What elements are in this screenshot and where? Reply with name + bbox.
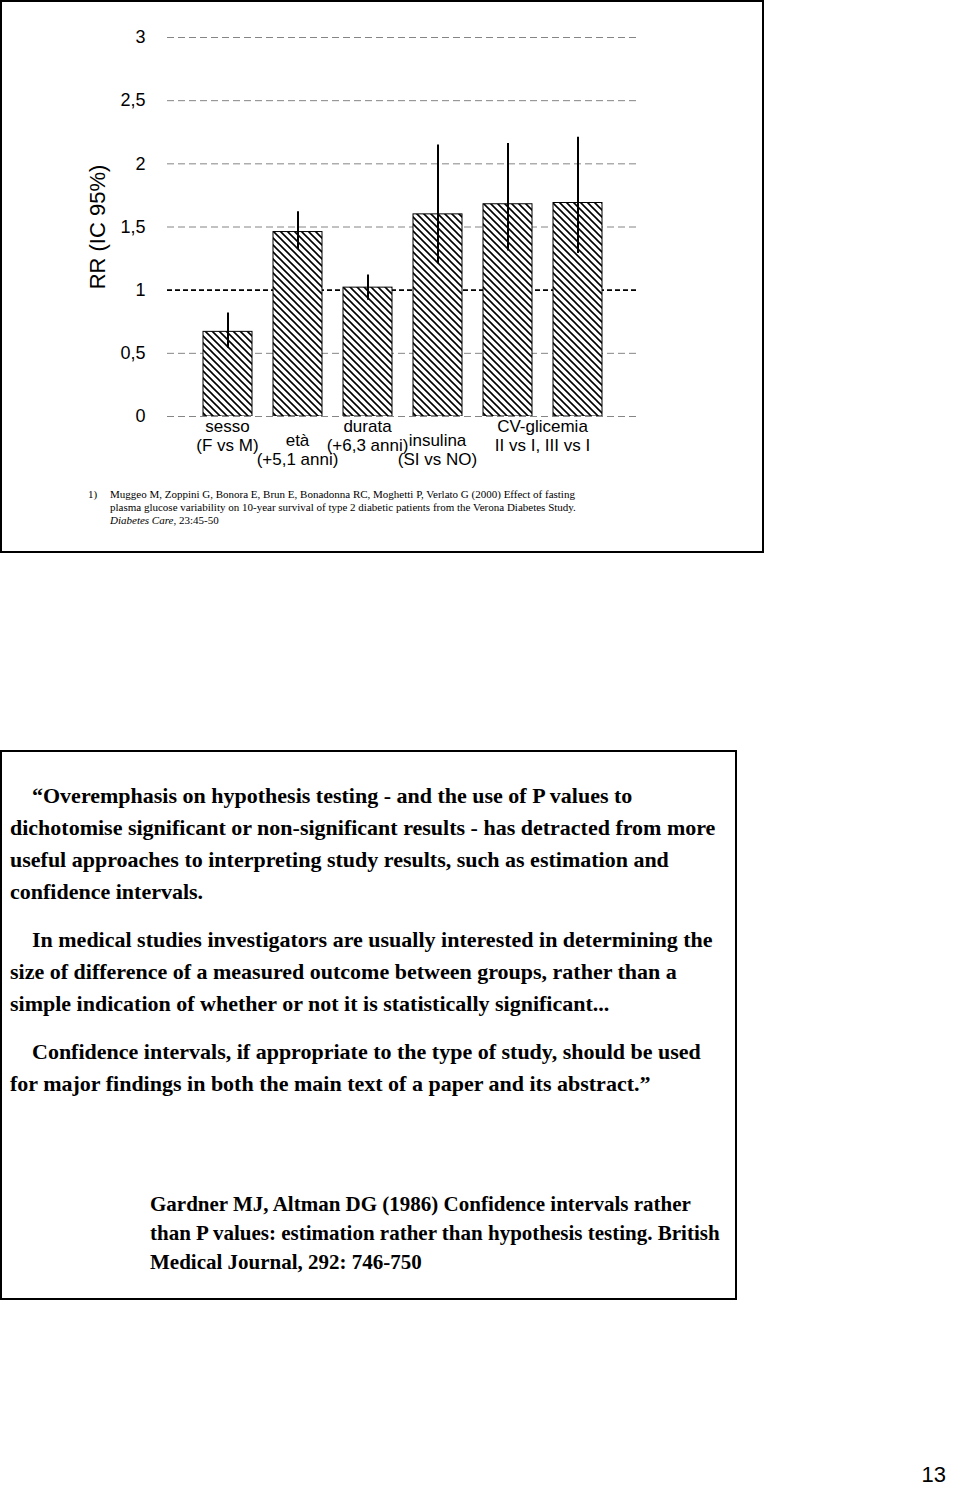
svg-text:durata(+6,3 anni): durata(+6,3 anni): [327, 417, 409, 455]
svg-text:3: 3: [135, 27, 145, 47]
html-text:13: 13: [921, 1462, 946, 1487]
html-text:Confidence intervals, if appro: Confidence intervals, if appropriate to …: [10, 1039, 701, 1096]
svg-text:2: 2: [135, 154, 145, 174]
svg-text:RR (IC 95%): RR (IC 95%): [85, 165, 110, 290]
html-text:“Overemphasis on hypothesis te: “Overemphasis on hypothesis testing - an…: [10, 783, 716, 904]
html-text:In medical studies investigato: In medical studies investigators are usu…: [10, 927, 713, 1016]
html-text:età: età: [285, 431, 310, 450]
html-text:Diabetes Care, 23:45-50: Diabetes Care, 23:45-50: [110, 514, 219, 526]
svg-text:0,5: 0,5: [120, 343, 145, 363]
svg-text:insulina(SI vs NO): insulina(SI vs NO): [398, 431, 477, 469]
html-text:Muggeo M, Zoppini G, Bonora E,: Muggeo M, Zoppini G, Bonora E, Brun E, B…: [110, 488, 576, 513]
svg-text:sesso(F vs M): sesso(F vs M): [196, 417, 258, 455]
html-text:(+5,1 anni): (+5,1 anni): [256, 450, 339, 469]
svg-text:CV-glicemiaII vs I, III vs I: CV-glicemiaII vs I, III vs I: [495, 417, 590, 455]
svg-text:0: 0: [135, 406, 145, 426]
html-text:Gardner MJ, Altman DG (1986) C: Gardner MJ, Altman DG (1986) Confidence …: [150, 1192, 720, 1274]
svg-text:1,5: 1,5: [120, 217, 145, 237]
svg-text:2,5: 2,5: [120, 90, 145, 110]
html-text:1): 1): [88, 488, 98, 500]
svg-text:1: 1: [135, 280, 145, 300]
